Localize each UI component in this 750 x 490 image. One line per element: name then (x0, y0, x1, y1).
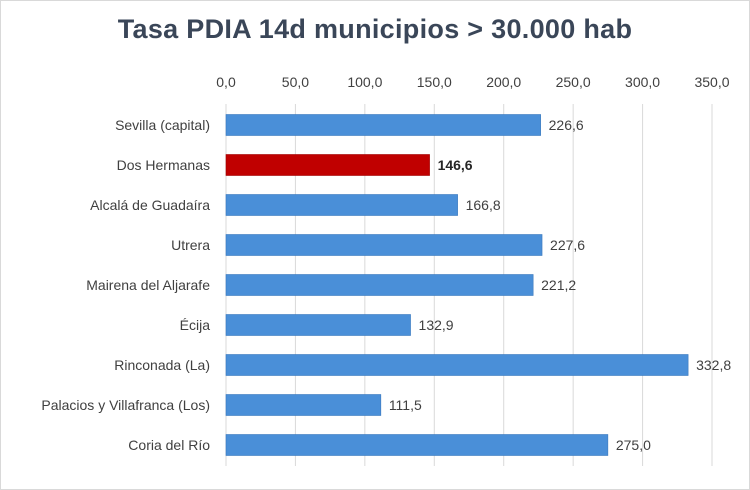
bar (225, 114, 541, 136)
data-label: 166,8 (466, 197, 501, 213)
category-label: Palacios y Villafranca (Los) (41, 397, 210, 413)
bar (225, 394, 382, 416)
data-label: 132,9 (419, 317, 454, 333)
x-axis-ticks: 0,0 50,0 100,0 150,0 200,0 250,0 300,0 350,0 (216, 74, 729, 90)
category-label: Coria del Río (128, 437, 210, 453)
x-tick-label: 350,0 (694, 74, 729, 90)
data-label: 332,8 (696, 357, 731, 373)
category-label: Sevilla (capital) (115, 117, 210, 133)
bar (225, 234, 543, 256)
bar (225, 194, 458, 216)
x-tick-label: 100,0 (347, 74, 382, 90)
bars (225, 114, 689, 456)
data-label: 227,6 (550, 237, 585, 253)
data-label: 226,6 (549, 117, 584, 133)
bar (225, 354, 689, 376)
bar (225, 274, 534, 296)
category-label: Utrera (171, 237, 210, 253)
x-tick-label: 0,0 (216, 74, 236, 90)
bar (225, 434, 609, 456)
data-label: 221,2 (541, 277, 576, 293)
category-label: Mairena del Aljarafe (86, 277, 210, 293)
x-tick-label: 300,0 (625, 74, 660, 90)
x-tick-label: 50,0 (282, 74, 309, 90)
chart-title: Tasa PDIA 14d municipios > 30.000 hab (117, 14, 633, 44)
x-tick-label: 200,0 (486, 74, 521, 90)
value-labels: 226,6 146,6 166,8 227,6 221,2 132,9 332,8 111,5… (389, 117, 732, 453)
bar (225, 154, 430, 176)
bar (225, 314, 411, 336)
category-label: Rinconada (La) (114, 357, 210, 373)
category-labels: Sevilla (capital) Dos Hermanas Alcalá de G… (41, 117, 210, 453)
x-tick-label: 150,0 (417, 74, 452, 90)
data-label: 111,5 (389, 397, 422, 413)
category-label: Dos Hermanas (117, 157, 210, 173)
x-tick-label: 250,0 (556, 74, 591, 90)
data-label: 275,0 (616, 437, 651, 453)
data-label: 146,6 (438, 157, 473, 173)
category-label: Écija (180, 317, 211, 333)
category-label: Alcalá de Guadaíra (90, 197, 210, 213)
